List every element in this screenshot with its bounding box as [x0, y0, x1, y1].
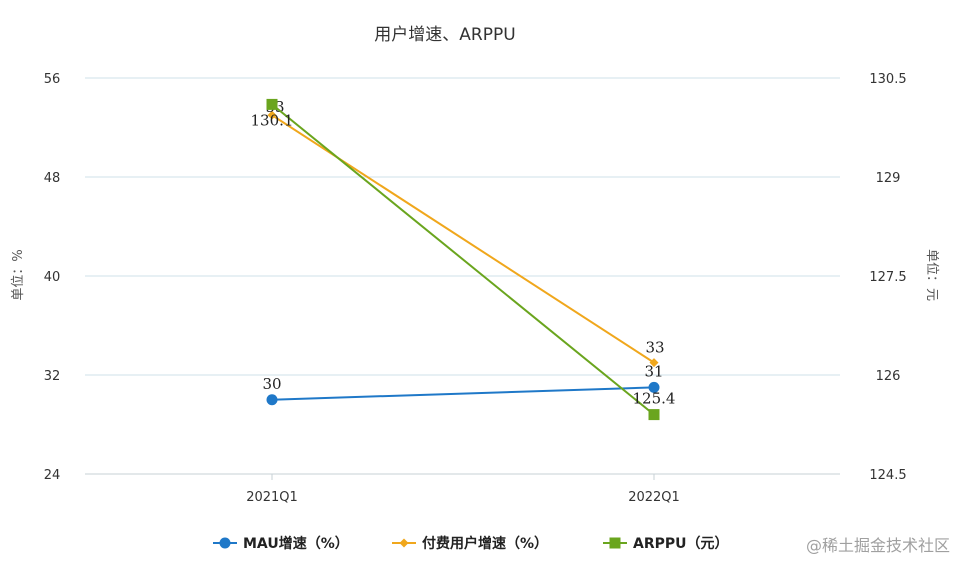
data-label: 33: [645, 339, 664, 357]
data-point: [266, 98, 278, 110]
y-right-tick-label: 130.5: [869, 72, 906, 87]
data-point: [648, 381, 660, 393]
series-line: [271, 114, 655, 364]
y-axis-right-label: 单位：元: [924, 249, 939, 301]
data-label: 30: [262, 375, 281, 393]
y-right-tick-label: 126: [876, 369, 901, 384]
y-axis-left-label: 单位：%: [11, 249, 26, 300]
y-left-tick-label: 32: [44, 369, 61, 384]
y-right-tick-label: 129: [876, 171, 901, 186]
chart-title: 用户增速、ARPPU: [374, 25, 515, 45]
gridlines: [85, 77, 840, 475]
data-label: 125.4: [633, 390, 676, 408]
data-label: 130.1: [251, 111, 294, 129]
legend[interactable]: MAU增速（%） 付费用户增速（%） ARPPU（元）: [213, 535, 729, 552]
legend-label: MAU增速（%）: [243, 535, 349, 552]
y-right-tick-label: 127.5: [869, 270, 906, 285]
series-line: [271, 386, 655, 401]
legend-marker: [219, 537, 231, 549]
watermark: @稀土掘金技术社区: [806, 536, 950, 555]
y-axis-right: 124.5 126 127.5 129 130.5: [869, 72, 906, 483]
y-left-tick-label: 40: [44, 270, 61, 285]
series-line: [271, 103, 655, 416]
x-axis: 2021Q1 2022Q1: [246, 474, 680, 505]
y-left-tick-label: 24: [44, 468, 61, 483]
data-point: [649, 358, 659, 368]
x-tick-label: 2021Q1: [246, 490, 298, 505]
data-point: [266, 394, 278, 406]
y-left-tick-label: 56: [44, 72, 61, 87]
legend-label: 付费用户增速（%）: [422, 535, 548, 552]
data-point: [648, 409, 660, 421]
legend-label: ARPPU（元）: [633, 536, 729, 552]
y-right-tick-label: 124.5: [869, 468, 906, 483]
legend-marker: [609, 537, 621, 549]
y-axis-left: 24 32 40 48 56: [44, 72, 61, 483]
y-left-tick-label: 48: [44, 171, 61, 186]
data-point: [267, 110, 277, 120]
legend-marker: [399, 538, 409, 548]
data-label: 31: [644, 362, 663, 380]
x-tick-label: 2022Q1: [628, 490, 680, 505]
